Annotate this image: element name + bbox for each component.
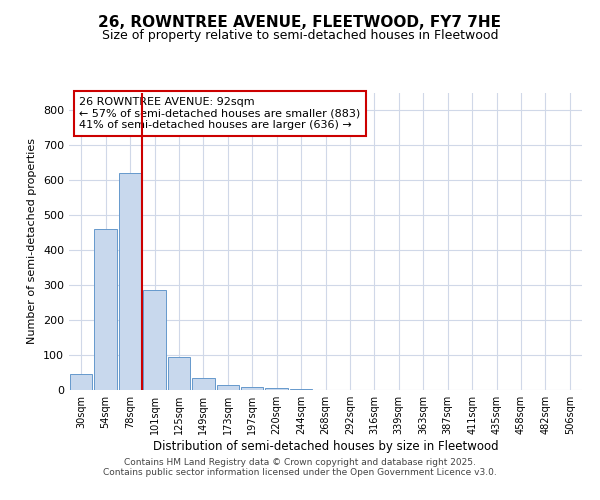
Bar bbox=[290, 389, 313, 390]
X-axis label: Distribution of semi-detached houses by size in Fleetwood: Distribution of semi-detached houses by … bbox=[152, 440, 499, 453]
Bar bbox=[192, 378, 215, 390]
Bar bbox=[143, 290, 166, 390]
Text: Size of property relative to semi-detached houses in Fleetwood: Size of property relative to semi-detach… bbox=[102, 30, 498, 43]
Bar bbox=[167, 357, 190, 390]
Text: 26, ROWNTREE AVENUE, FLEETWOOD, FY7 7HE: 26, ROWNTREE AVENUE, FLEETWOOD, FY7 7HE bbox=[98, 15, 502, 30]
Bar bbox=[94, 229, 117, 390]
Y-axis label: Number of semi-detached properties: Number of semi-detached properties bbox=[28, 138, 37, 344]
Bar bbox=[265, 388, 288, 390]
Bar bbox=[119, 173, 142, 390]
Bar bbox=[217, 385, 239, 390]
Text: 26 ROWNTREE AVENUE: 92sqm
← 57% of semi-detached houses are smaller (883)
41% of: 26 ROWNTREE AVENUE: 92sqm ← 57% of semi-… bbox=[79, 97, 361, 130]
Bar bbox=[70, 374, 92, 390]
Bar bbox=[241, 386, 263, 390]
Text: Contains HM Land Registry data © Crown copyright and database right 2025.: Contains HM Land Registry data © Crown c… bbox=[124, 458, 476, 467]
Text: Contains public sector information licensed under the Open Government Licence v3: Contains public sector information licen… bbox=[103, 468, 497, 477]
